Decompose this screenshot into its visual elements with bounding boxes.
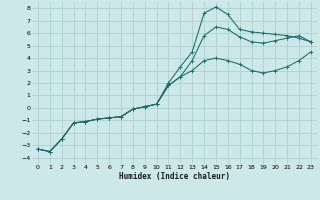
X-axis label: Humidex (Indice chaleur): Humidex (Indice chaleur) xyxy=(119,172,230,181)
